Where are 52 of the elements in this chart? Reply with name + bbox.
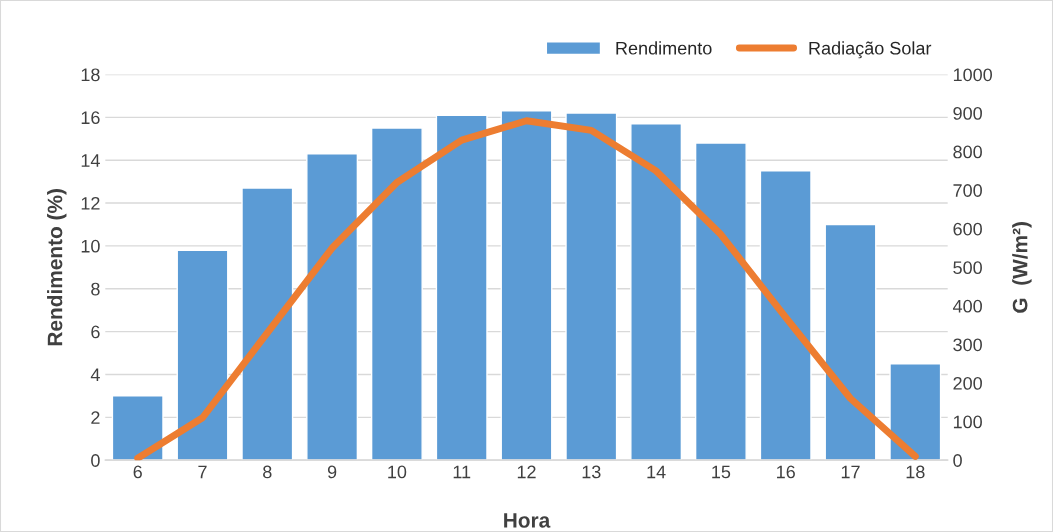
y2-tick-label: 300 bbox=[953, 338, 982, 352]
x-tick-label: 16 bbox=[777, 465, 795, 479]
x-tick-label: 12 bbox=[517, 465, 536, 479]
y-tick-label: 6 bbox=[91, 325, 100, 339]
y-tick-label: 8 bbox=[91, 282, 100, 296]
y2-tick-label: 500 bbox=[953, 261, 982, 275]
bar bbox=[435, 114, 488, 461]
bar bbox=[824, 223, 877, 461]
y-tick-label: 2 bbox=[91, 411, 100, 424]
x-tick-label: 9 bbox=[327, 465, 337, 479]
y2-tick-label: 1000 bbox=[953, 68, 993, 82]
x-axis-title: Hora bbox=[504, 513, 551, 528]
y2-tick-label: 100 bbox=[953, 415, 982, 429]
bar bbox=[889, 363, 942, 461]
bar bbox=[565, 112, 618, 461]
x-tick-label: 7 bbox=[198, 465, 207, 479]
bar bbox=[111, 395, 164, 461]
y2-tick-label: 900 bbox=[953, 106, 982, 120]
y2-tick-label: 200 bbox=[953, 376, 982, 390]
y2-tick-label: 400 bbox=[952, 299, 982, 313]
y-axis-title: Rendimento (%) bbox=[47, 189, 67, 346]
y-tick-label: 16 bbox=[81, 111, 100, 125]
bar bbox=[500, 110, 553, 461]
y-tick-label: 12 bbox=[81, 196, 100, 210]
x-tick-label: 17 bbox=[841, 465, 860, 479]
y-tick-label: 0 bbox=[91, 454, 100, 467]
bar bbox=[241, 187, 294, 461]
bar bbox=[176, 249, 229, 461]
bar bbox=[694, 142, 747, 461]
y-tick-label: 14 bbox=[81, 154, 100, 167]
x-tick-label: 6 bbox=[133, 465, 142, 479]
y2-tick-label: 800 bbox=[953, 145, 982, 159]
y-tick-label: 10 bbox=[81, 239, 100, 253]
y-tick-label: 4 bbox=[90, 368, 100, 382]
y2-tick-label: 0 bbox=[953, 454, 962, 467]
x-tick-label: 18 bbox=[906, 465, 925, 479]
x-tick-label: 14 bbox=[647, 465, 666, 479]
y2-tick-label: 600 bbox=[953, 222, 982, 236]
y2-axis-title: G (W/m²) bbox=[1012, 222, 1032, 313]
bar bbox=[306, 153, 359, 461]
legend-label: Rendimento bbox=[616, 41, 712, 55]
x-tick-label: 11 bbox=[453, 465, 471, 479]
y2-tick-label: 700 bbox=[953, 184, 982, 197]
x-tick-label: 15 bbox=[712, 465, 731, 479]
bar bbox=[630, 123, 683, 461]
bar bbox=[370, 127, 423, 461]
bar bbox=[759, 170, 812, 461]
legend-label: Radiação Solar bbox=[809, 41, 932, 59]
x-tick-label: 10 bbox=[388, 465, 407, 479]
y-tick-label: 18 bbox=[81, 68, 100, 82]
x-tick-label: 8 bbox=[263, 465, 272, 479]
x-tick-label: 13 bbox=[582, 465, 601, 479]
